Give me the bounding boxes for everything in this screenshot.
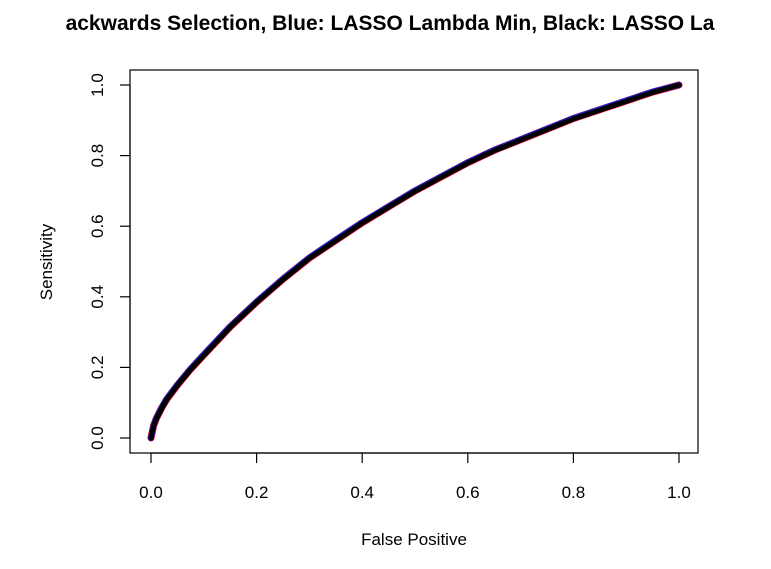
roc-series-line-1: [147, 81, 683, 442]
y-tick-label: 1.0: [88, 73, 107, 97]
y-tick-label: 0.4: [88, 285, 107, 309]
plot-box: [129, 69, 699, 454]
x-tick-label: 0.0: [139, 483, 163, 502]
y-tick-label: 0.6: [88, 214, 107, 238]
chart-title: ackwards Selection, Blue: LASSO Lambda M…: [66, 12, 715, 35]
roc-series-line-2: [148, 82, 682, 441]
y-tick-label: 0.8: [88, 144, 107, 168]
x-tick-label: 0.8: [562, 483, 586, 502]
y-tick-label: 0.2: [88, 356, 107, 380]
series-layer: [147, 81, 683, 442]
y-tick-label: 0.0: [88, 426, 107, 450]
x-tick-label: 0.4: [350, 483, 374, 502]
x-tick-label: 0.2: [245, 483, 269, 502]
x-axis: 0.0 0.2 0.4 0.6 0.8 1.0: [139, 452, 691, 502]
x-axis-label: False Positive: [361, 530, 467, 549]
roc-series-line-3: [148, 82, 682, 441]
x-tick-label: 0.6: [456, 483, 480, 502]
y-axis-label: Sensitivity: [37, 223, 56, 300]
y-axis: 0.0 0.2 0.4 0.6 0.8 1.0: [88, 73, 131, 450]
x-tick-label: 1.0: [667, 483, 691, 502]
